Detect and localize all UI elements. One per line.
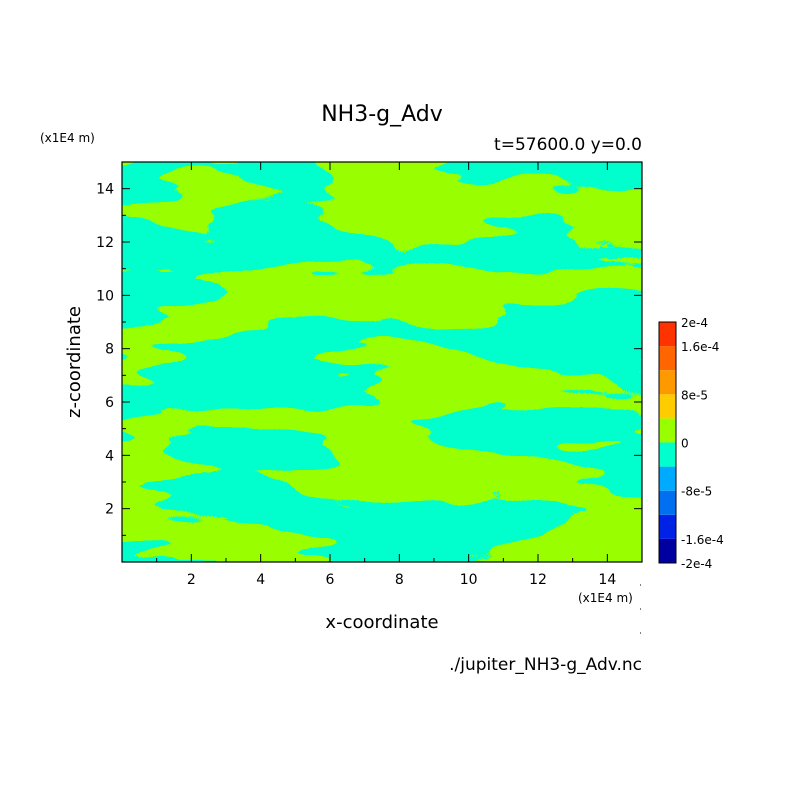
x-axis-unit: (x1E4 m)	[578, 591, 633, 605]
colorbar-label: -1.6e-4	[681, 533, 724, 547]
colorbar-label: -8e-5	[681, 485, 712, 499]
colorbar-segment	[659, 538, 676, 563]
y-axis-title: z-coordinate	[64, 306, 85, 418]
colorbar-segment	[659, 490, 676, 515]
colorbar-segment	[659, 322, 676, 347]
plot-area	[122, 162, 642, 562]
x-tick-label: 12	[529, 572, 547, 588]
y-tick-label: 4	[105, 448, 114, 464]
y-axis-ticks: 2 4 6 8 10 12 14	[96, 182, 642, 536]
chart-title: NH3-g_Adv	[321, 102, 443, 127]
colorbar-segment	[659, 418, 676, 443]
y-tick-label: 10	[96, 288, 114, 304]
colorbar-label: 1.6e-4	[681, 340, 719, 354]
marker-dot: ˙	[638, 584, 643, 595]
x-tick-label: 14	[598, 572, 616, 588]
colorbar-frame	[658, 321, 677, 564]
marker-dot: ˙	[638, 608, 643, 619]
colorbar: -2e-4 -1.6e-4 -8e-5 0 8e-5 1.6e-4 2e-4	[658, 316, 724, 571]
colorbar-segment	[659, 370, 676, 395]
source-filename: ./jupiter_NH3-g_Adv.nc	[449, 655, 642, 675]
colorbar-segment	[659, 394, 676, 419]
x-axis-title: x-coordinate	[325, 612, 438, 633]
x-tick-label: 10	[460, 572, 478, 588]
colorbar-segment	[659, 514, 676, 539]
colorbar-label: 8e-5	[681, 388, 708, 402]
x-tick-label: 4	[256, 572, 265, 588]
x-axis-ticks: 2 4 6 8 10 12 14	[156, 162, 616, 588]
colorbar-label: 2e-4	[681, 316, 708, 330]
colorbar-segment	[659, 346, 676, 371]
y-tick-label: 6	[105, 395, 114, 411]
y-axis-unit: (x1E4 m)	[40, 131, 95, 145]
x-tick-label: 8	[395, 572, 404, 588]
x-tick-label: 2	[187, 572, 196, 588]
negative-region	[122, 162, 642, 562]
x-tick-label: 6	[326, 572, 335, 588]
colorbar-label: 0	[681, 437, 689, 451]
colorbar-segment	[659, 442, 676, 467]
plot-frame	[121, 161, 643, 563]
y-tick-label: 12	[96, 235, 114, 251]
colorbar-segment	[659, 466, 676, 491]
y-tick-label: 2	[105, 502, 114, 518]
chart-subtitle: t=57600.0 y=0.0	[494, 135, 642, 155]
marker-dot: ˙	[638, 632, 643, 643]
y-tick-label: 14	[96, 182, 114, 198]
y-tick-label: 8	[105, 342, 114, 358]
colorbar-label: -2e-4	[681, 557, 712, 571]
